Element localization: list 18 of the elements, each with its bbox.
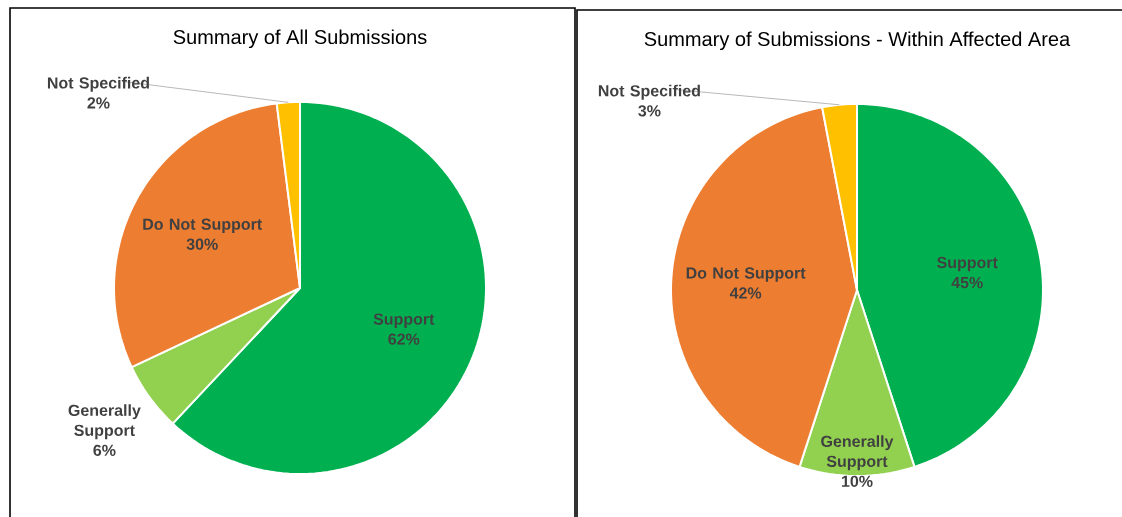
data-label: 6% xyxy=(93,444,116,456)
data-label: 10% xyxy=(841,475,873,487)
slice-label: Not Specified xyxy=(47,76,149,92)
slice-label: Do Not Support xyxy=(686,267,806,282)
chart-title: Summary of Submissions - Within Affected Area xyxy=(644,31,1071,51)
data-label: 3% xyxy=(638,105,661,117)
data-label: 2% xyxy=(87,97,110,109)
data-label: 45% xyxy=(951,276,983,289)
slice-label: Generally Support xyxy=(821,435,894,471)
slice-label: Do Not Support xyxy=(143,218,262,234)
chart-title: Summary of All Submissions xyxy=(173,29,427,49)
slice-label: Support xyxy=(937,256,998,272)
data-label: 30% xyxy=(186,238,218,250)
slice-label: Support xyxy=(373,313,435,328)
slice-label: Generally Support xyxy=(68,404,141,440)
slice-label: Not Specified xyxy=(598,84,700,100)
data-label: 42% xyxy=(729,287,762,299)
data-label: 62% xyxy=(388,333,420,345)
